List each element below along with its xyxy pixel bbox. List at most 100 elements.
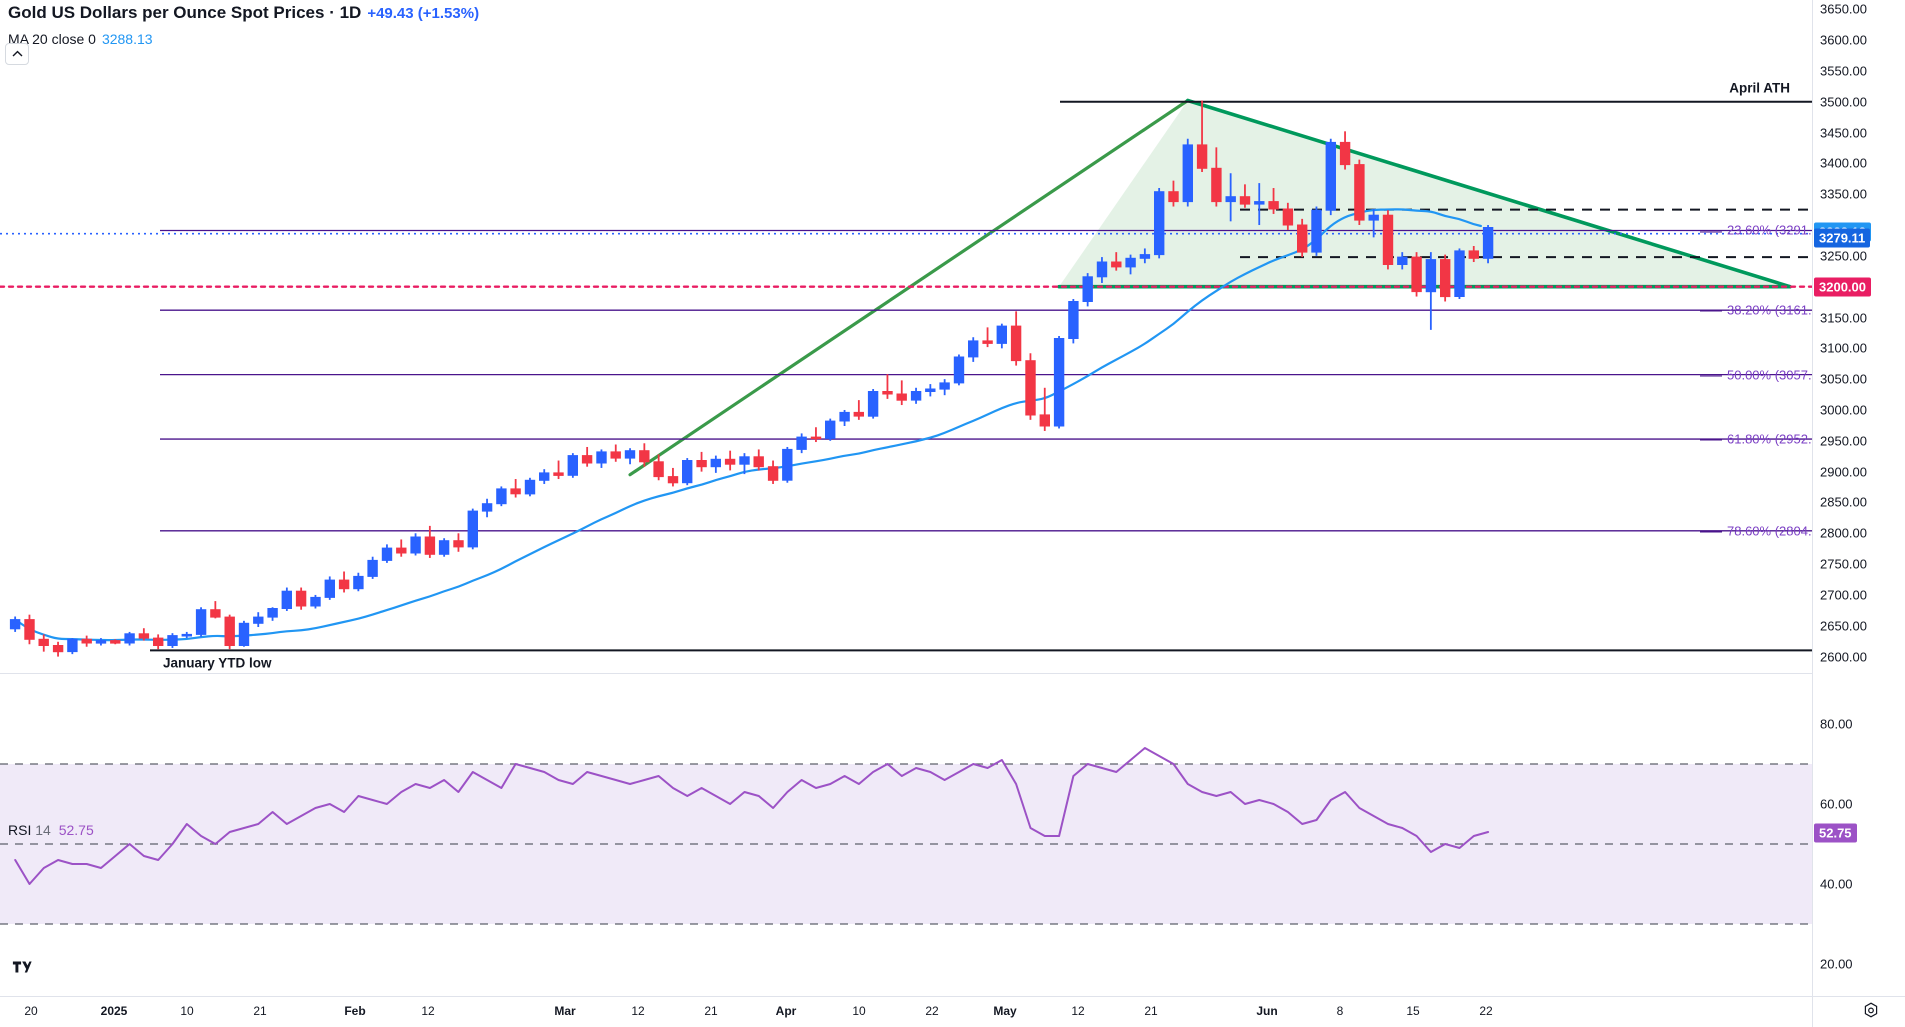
rsi-legend[interactable]: RSI 14 52.75 [8,820,94,840]
candle[interactable] [1154,188,1165,259]
candle[interactable] [1468,245,1479,263]
candle[interactable] [1010,311,1022,366]
candle[interactable] [324,576,336,600]
candle[interactable] [110,639,121,645]
candle[interactable] [481,498,493,518]
candle[interactable] [1297,218,1308,258]
candle[interactable] [596,449,607,468]
candle[interactable] [1096,257,1108,283]
candle[interactable] [696,451,707,472]
candle[interactable] [524,477,536,497]
candle[interactable] [996,323,1007,349]
candle[interactable] [396,539,407,557]
candle[interactable] [124,631,135,646]
candle[interactable] [910,387,922,404]
candle[interactable] [1239,184,1251,208]
candle[interactable] [1454,248,1465,300]
candle[interactable] [982,327,993,348]
candle[interactable] [581,446,593,467]
candle[interactable] [24,614,35,645]
rsi-line[interactable] [14,747,1490,885]
candle[interactable] [1354,159,1365,226]
candle[interactable] [295,587,307,610]
candle[interactable] [953,354,965,386]
price-pane[interactable]: April ATH January YTD low [0,0,1814,672]
trendline-descending-resistance[interactable] [1185,98,1792,289]
candle[interactable] [1397,252,1408,270]
candle[interactable] [1225,173,1236,222]
candle[interactable] [367,556,378,579]
candle[interactable] [739,453,750,475]
candle[interactable] [1268,188,1279,214]
candle[interactable] [825,418,836,441]
rsi-axis[interactable]: 80.00 60.00 40.00 20.00 52.75 [1812,676,1905,996]
candle[interactable] [539,469,550,484]
candle[interactable] [753,449,764,471]
candle[interactable] [1482,225,1494,264]
candle[interactable] [853,400,864,420]
candle[interactable] [1196,100,1208,173]
candle[interactable] [210,601,221,619]
collapse-legend-button[interactable] [5,43,29,65]
candle[interactable] [1039,387,1050,431]
candle[interactable] [1182,138,1193,207]
price-badge-1[interactable]: 3279.11 [1814,228,1871,248]
candle[interactable] [1082,273,1093,307]
candle[interactable] [410,533,421,556]
candle[interactable] [1411,252,1422,297]
candle[interactable] [1211,147,1222,207]
candle[interactable] [1311,206,1322,256]
candle[interactable] [9,616,21,632]
candle[interactable] [153,634,164,650]
candle[interactable] [67,638,78,655]
candle[interactable] [567,453,578,478]
candle[interactable] [353,572,364,592]
candle[interactable] [767,460,779,484]
candle[interactable] [81,635,92,647]
candle[interactable] [624,448,636,465]
candle[interactable] [782,446,793,483]
rsi-value-badge[interactable]: 52.75 [1814,823,1857,843]
candle[interactable] [424,525,436,558]
candle[interactable] [867,389,879,419]
candle[interactable] [1282,202,1294,230]
gear-icon[interactable] [1861,1001,1881,1026]
candle[interactable] [839,409,850,427]
candle[interactable] [796,433,807,454]
candle[interactable] [267,607,278,621]
candle[interactable] [1168,180,1179,207]
candle[interactable] [968,337,979,362]
candle[interactable] [882,374,893,399]
rsi-pane[interactable] [0,676,1812,996]
tradingview-logo[interactable] [6,951,38,983]
candle[interactable] [253,612,264,627]
candle[interactable] [682,458,693,486]
candle[interactable] [1111,252,1122,271]
candle[interactable] [653,454,664,481]
candle[interactable] [710,455,721,473]
candle[interactable] [810,427,822,443]
candle[interactable] [1254,183,1265,226]
candle[interactable] [224,614,235,650]
candle[interactable] [1139,248,1151,264]
candle[interactable] [467,508,479,550]
candle[interactable] [1125,254,1136,275]
candle[interactable] [138,628,150,641]
candle[interactable] [667,467,679,487]
candle[interactable] [1440,254,1451,302]
candle[interactable] [381,544,393,563]
candle[interactable] [553,460,564,480]
candle[interactable] [310,594,321,609]
candle[interactable] [1339,131,1351,170]
candle[interactable] [38,634,49,652]
candle[interactable] [1053,336,1065,429]
candle[interactable] [896,380,907,406]
time-axis[interactable]: 20 2025 10 21 Feb 12 Mar 12 21 Apr 10 22 May 12 21 Jun 8… [0,996,1905,1027]
candle[interactable] [1425,252,1437,330]
ma-legend-row[interactable]: MA 20 close 0 3288.13 [8,29,479,49]
candle[interactable] [281,587,293,611]
candle[interactable] [95,638,107,646]
price-axis[interactable]: 3650.00 3600.00 3550.00 3500.00 3450.00 3400.… [1812,0,1905,672]
candle[interactable] [1025,353,1036,420]
candle[interactable] [195,607,207,637]
